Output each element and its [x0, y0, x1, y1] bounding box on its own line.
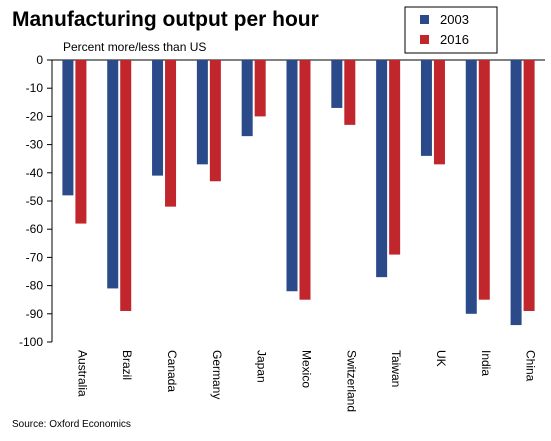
legend-label-2003: 2003 [440, 12, 469, 27]
legend-label-2016: 2016 [440, 32, 469, 47]
bar-2016-mexico [299, 60, 311, 300]
bar-2016-india [478, 60, 490, 300]
x-tick-label: Switzerland [344, 350, 358, 412]
bar-2016-switzerland [344, 60, 356, 125]
legend-swatch-2016 [420, 35, 429, 44]
bar-2003-brazil [107, 60, 119, 289]
source-note: Source: Oxford Economics [12, 419, 131, 430]
bar-2016-china [523, 60, 535, 311]
chart-subtitle: Percent more/less than US [63, 40, 206, 54]
y-tick-label: -10 [26, 81, 44, 95]
bar-2003-taiwan [376, 60, 388, 278]
y-tick-label: -50 [26, 194, 44, 208]
legend-swatch-2003 [420, 15, 429, 24]
bar-2016-canada [165, 60, 177, 207]
x-tick-label: Taiwan [389, 350, 403, 387]
x-axis-labels: Australia Brazil Canada Germany Japan Mexico S… [75, 350, 537, 412]
x-tick-label: Japan [255, 350, 269, 383]
x-tick-label: Canada [165, 350, 179, 392]
bar-2003-australia [62, 60, 74, 196]
bar-2003-japan [241, 60, 253, 137]
x-tick-label: China [524, 350, 538, 382]
bar-2016-germany [209, 60, 221, 182]
x-tick-label: Australia [75, 350, 89, 397]
x-tick-label: Brazil [120, 350, 134, 380]
y-tick-label: 0 [36, 53, 43, 67]
y-tick-label: -100 [19, 335, 43, 349]
y-tick-label: -90 [26, 307, 44, 321]
y-tick-label: -40 [26, 166, 44, 180]
bar-2003-canada [152, 60, 164, 176]
y-tick-label: -80 [26, 279, 44, 293]
bar-2003-mexico [286, 60, 298, 292]
x-tick-label: India [479, 350, 493, 376]
x-tick-label: UK [434, 350, 448, 367]
bar-2016-japan [254, 60, 266, 117]
bar-2016-brazil [120, 60, 132, 311]
legend-box [404, 6, 498, 54]
y-tick-label: -60 [26, 222, 44, 236]
bar-2003-germany [196, 60, 208, 165]
y-tick-label: -20 [26, 109, 44, 123]
bar-2016-uk [433, 60, 445, 165]
bars [62, 60, 535, 326]
bar-2003-switzerland [331, 60, 343, 108]
bar-2016-australia [75, 60, 87, 224]
chart-title: Manufacturing output per hour [12, 8, 319, 31]
bar-2003-uk [420, 60, 432, 156]
x-tick-label: Mexico [300, 350, 314, 388]
bar-2003-india [465, 60, 477, 314]
bar-2016-taiwan [389, 60, 401, 255]
legend: 2003 2016 [404, 6, 498, 54]
y-tick-label: -30 [26, 138, 44, 152]
y-axis: 0 -10 -20 -30 -40 -50 -60 -70 -80 -90 -100 [19, 53, 545, 349]
x-tick-label: Germany [210, 350, 224, 399]
bar-2003-china [510, 60, 522, 326]
y-tick-label: -70 [26, 250, 44, 264]
